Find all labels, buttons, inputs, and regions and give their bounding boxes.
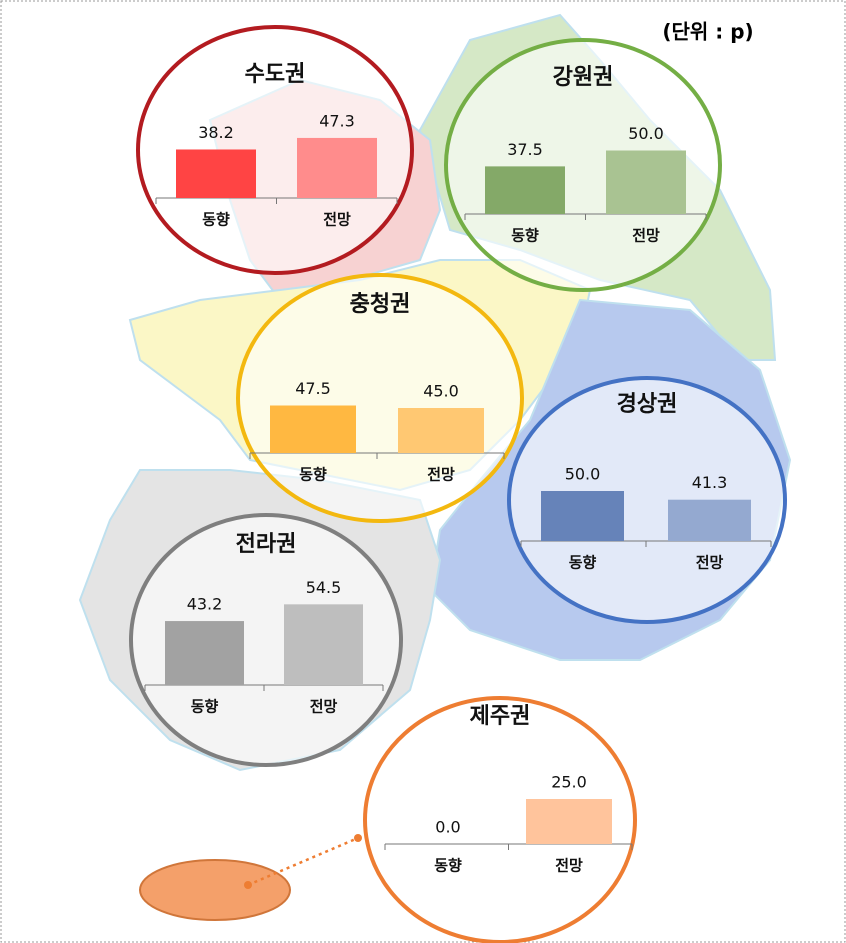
value-label: 25.0 (551, 773, 587, 792)
region-circle (444, 38, 722, 292)
category-label: 전망 (555, 857, 583, 875)
category-label: 동향 (299, 466, 327, 484)
region-jeju (139, 859, 291, 921)
value-label: 50.0 (628, 124, 664, 143)
chart-title: 강원권 (553, 65, 614, 90)
category-label: 동향 (202, 211, 230, 229)
leader-dot (354, 834, 362, 842)
category-label: 동향 (569, 554, 597, 572)
chart-title: 수도권 (245, 62, 306, 87)
chart-title: 충청권 (350, 292, 411, 317)
region-chart: 수도권 38.2 동향 47.3 전망 (136, 25, 414, 275)
value-label: 50.0 (565, 465, 601, 484)
category-label: 동향 (434, 857, 462, 875)
chart-title: 경상권 (617, 392, 678, 417)
value-label: 43.2 (187, 595, 223, 614)
bar (270, 405, 356, 453)
value-label: 38.2 (198, 123, 234, 142)
bar (526, 799, 612, 844)
value-label: 37.5 (507, 140, 543, 159)
bar (297, 137, 377, 198)
bar (485, 166, 565, 214)
category-label: 전망 (323, 211, 351, 229)
category-label: 전망 (696, 554, 724, 572)
value-label: 54.5 (306, 578, 342, 597)
bar (284, 604, 363, 685)
value-label: 45.0 (423, 382, 459, 401)
unit-label: (단위 : p) (662, 20, 753, 44)
bar (165, 621, 244, 685)
region-circle (129, 513, 403, 767)
bar (398, 408, 484, 453)
value-label: 47.3 (319, 111, 355, 130)
category-label: 전망 (427, 466, 455, 484)
category-label: 전망 (310, 698, 338, 716)
value-label: 0.0 (435, 818, 460, 837)
bar (176, 149, 256, 198)
region-circle (363, 696, 637, 943)
region-chart: 충청권 47.5 동향 45.0 전망 (236, 273, 524, 523)
value-label: 47.5 (295, 379, 331, 398)
category-label: 동향 (191, 698, 219, 716)
region-circle (236, 273, 524, 523)
value-label: 41.3 (692, 473, 728, 492)
region-circle (507, 376, 787, 624)
region-chart: 제주권 0.0 동향 25.0 전망 (363, 696, 637, 943)
bar (541, 491, 624, 541)
region-chart: 전라권 43.2 동향 54.5 전망 (129, 513, 403, 767)
leader-dot (244, 881, 252, 889)
region-circle (136, 25, 414, 275)
category-label: 전망 (632, 227, 660, 245)
region-chart: 강원권 37.5 동향 50.0 전망 (444, 38, 722, 292)
region-chart: 경상권 50.0 동향 41.3 전망 (507, 376, 787, 624)
leader-line (247, 836, 359, 887)
chart-title: 제주권 (470, 704, 531, 729)
bar (668, 499, 751, 541)
chart-title: 전라권 (236, 532, 297, 557)
bar (606, 150, 686, 214)
category-label: 동향 (511, 227, 539, 245)
